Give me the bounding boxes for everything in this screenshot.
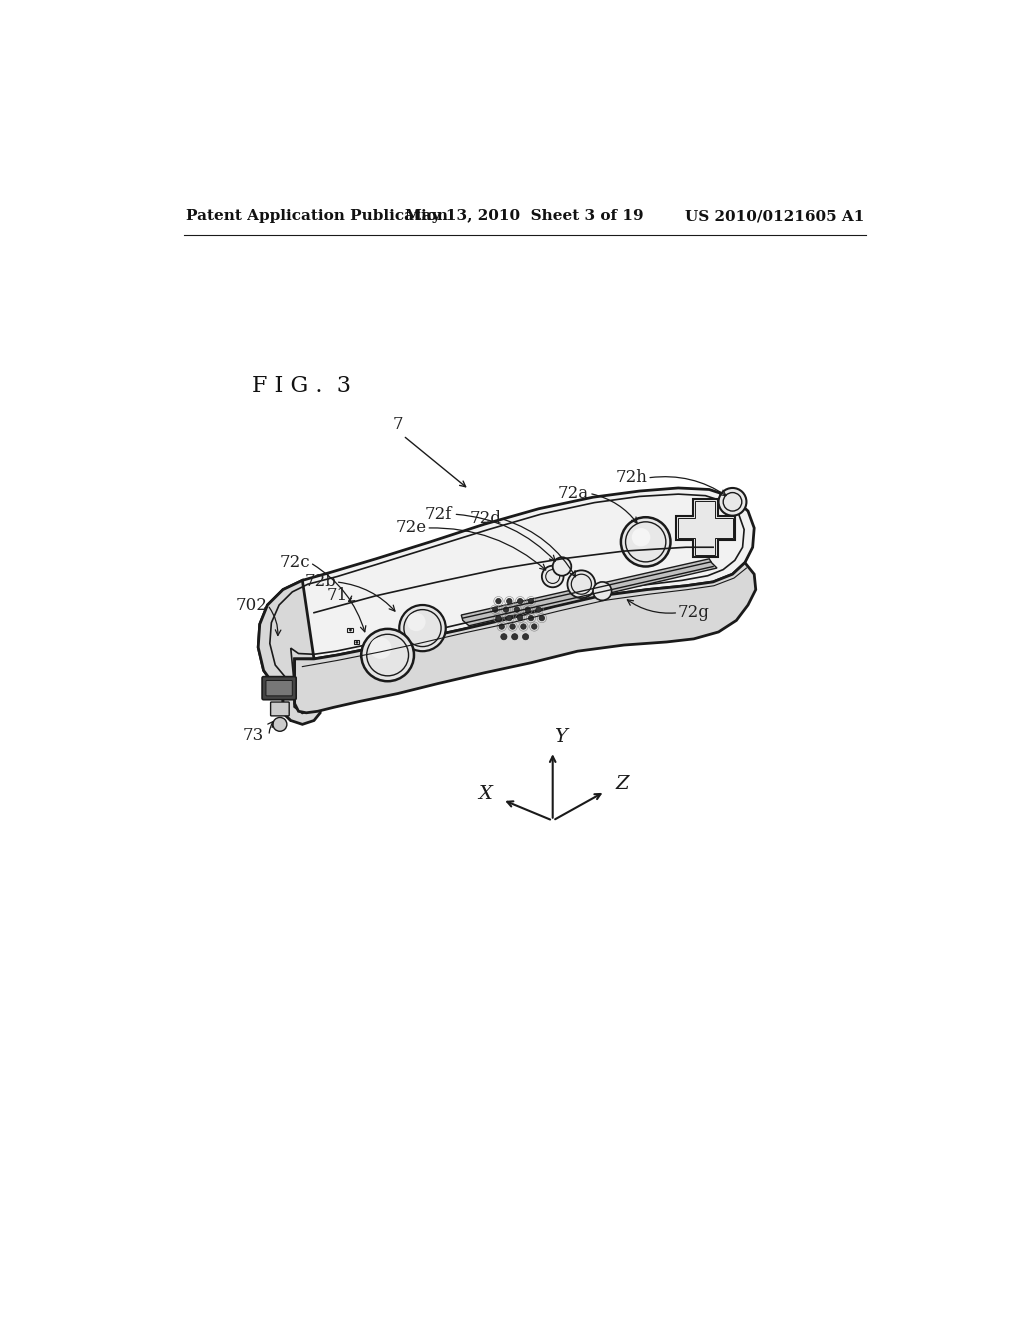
Circle shape [369,665,371,668]
Text: 72d: 72d [470,511,502,527]
Circle shape [621,517,671,566]
Polygon shape [676,499,735,557]
Circle shape [370,638,391,659]
Circle shape [719,488,746,516]
Polygon shape [258,488,755,697]
Circle shape [536,607,542,612]
Circle shape [512,634,518,640]
Polygon shape [461,558,717,626]
Text: 72f: 72f [424,506,452,523]
Circle shape [522,634,528,640]
Circle shape [355,642,358,644]
Text: May 13, 2010  Sheet 3 of 19: May 13, 2010 Sheet 3 of 19 [406,209,644,223]
Circle shape [520,624,526,630]
Text: 72a: 72a [558,484,589,502]
Text: 72e: 72e [395,520,426,536]
Circle shape [517,615,523,620]
Polygon shape [258,581,321,725]
Text: 73: 73 [243,727,264,744]
Polygon shape [283,651,295,721]
Circle shape [567,570,595,598]
Circle shape [632,528,650,546]
Circle shape [542,566,563,587]
Text: 7: 7 [392,416,403,433]
Text: US 2010/0121605 A1: US 2010/0121605 A1 [685,209,864,223]
Text: Patent Application Publication: Patent Application Publication [186,209,449,223]
Text: 72c: 72c [280,554,310,572]
Circle shape [510,624,515,630]
Circle shape [528,615,534,620]
Circle shape [349,628,351,631]
Text: X: X [478,784,493,803]
Circle shape [361,628,414,681]
Text: F I G .  3: F I G . 3 [252,375,351,396]
FancyBboxPatch shape [266,681,292,696]
Circle shape [496,615,501,620]
Circle shape [493,607,498,612]
Circle shape [514,607,519,612]
Text: 72g: 72g [678,605,710,622]
Circle shape [507,598,512,603]
Circle shape [362,653,365,656]
Circle shape [540,615,545,620]
Polygon shape [295,562,756,713]
Text: 72b: 72b [304,573,336,590]
Circle shape [407,612,426,631]
Text: 702: 702 [237,597,268,614]
Circle shape [499,624,505,630]
Circle shape [525,607,530,612]
Circle shape [517,598,523,603]
Circle shape [507,615,512,620]
Text: 72h: 72h [615,470,648,487]
Circle shape [593,582,611,601]
Text: Z: Z [615,775,629,793]
FancyBboxPatch shape [262,677,296,700]
Text: 71: 71 [327,587,348,605]
Circle shape [553,557,571,576]
Circle shape [501,634,507,640]
Circle shape [504,607,509,612]
Text: Y: Y [554,729,567,746]
Circle shape [531,624,537,630]
Circle shape [528,598,534,603]
Circle shape [399,605,445,651]
FancyBboxPatch shape [270,702,289,715]
Circle shape [273,718,287,731]
Circle shape [496,598,501,603]
